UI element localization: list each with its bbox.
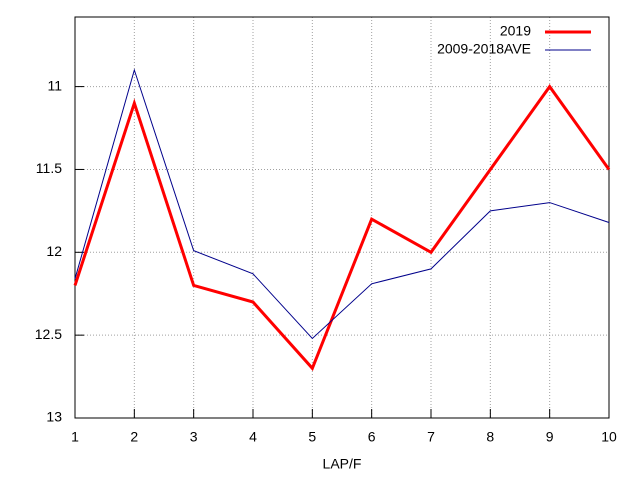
x-tick-label: 10 <box>601 429 617 445</box>
y-tick-label: 11 <box>47 77 62 93</box>
x-axis-label: LAP/F <box>323 456 362 472</box>
x-tick-label: 2 <box>130 429 138 445</box>
series-line <box>73 84 611 372</box>
y-tick-label: 12.5 <box>35 326 62 342</box>
x-tick-label: 8 <box>486 429 494 445</box>
x-tick-label: 3 <box>190 429 198 445</box>
plot-frame <box>74 16 610 419</box>
y-tick-label: 13 <box>46 409 62 425</box>
x-tick-label: 4 <box>249 429 257 445</box>
legend-label: 2019 <box>500 23 531 39</box>
legend-label: 2009-2018AVE <box>437 41 531 57</box>
y-tick-label: 11.5 <box>36 160 62 176</box>
x-tick-label: 9 <box>546 429 554 445</box>
x-tick-label: 6 <box>368 429 376 445</box>
x-tick-label: 7 <box>427 429 435 445</box>
x-tick-label: 1 <box>71 429 79 445</box>
y-tick-label: 12 <box>46 243 62 259</box>
x-tick-label: 5 <box>308 429 316 445</box>
series-line <box>74 68 610 340</box>
